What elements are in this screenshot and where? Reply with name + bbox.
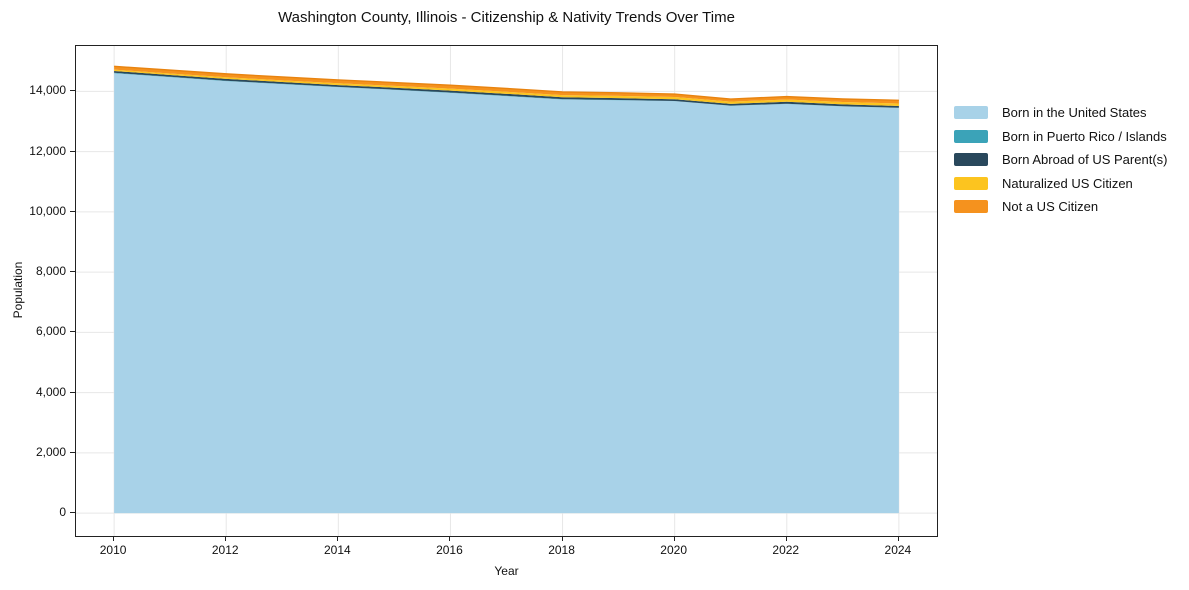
legend-swatch xyxy=(954,106,988,119)
legend-label: Not a US Citizen xyxy=(1002,199,1099,214)
legend-swatch xyxy=(954,176,988,190)
y-tick-label: 8,000 xyxy=(35,264,66,279)
x-tick-label: 2012 xyxy=(211,543,239,557)
x-tick-mark xyxy=(225,536,227,541)
y-tick-mark xyxy=(70,512,75,514)
x-tick-mark xyxy=(561,536,563,541)
legend-item: Naturalized US Citizen xyxy=(954,175,1167,192)
legend-label: Born Abroad of US Parent(s) xyxy=(1002,152,1168,167)
x-tick-label: 2022 xyxy=(772,543,800,557)
x-tick-label: 2016 xyxy=(436,543,463,557)
legend-swatch xyxy=(954,200,988,213)
area-born-abroad-of-us-parent-s xyxy=(114,71,899,108)
x-tick-label: 2020 xyxy=(660,543,687,557)
x-tick-mark xyxy=(897,536,899,541)
area-not-a-us-citizen xyxy=(114,66,899,104)
legend-swatch xyxy=(954,153,988,166)
chart-title: Washington County, Illinois - Citizenshi… xyxy=(278,9,735,26)
y-tick-label: 12,000 xyxy=(29,143,66,158)
y-tick-mark xyxy=(70,451,75,453)
y-tick-label: 14,000 xyxy=(29,83,66,98)
y-tick-mark xyxy=(70,150,75,152)
legend-label: Naturalized US Citizen xyxy=(1002,175,1133,191)
legend-label: Born in Puerto Rico / Islands xyxy=(1002,128,1167,144)
y-tick-mark xyxy=(70,210,75,212)
x-tick-label: 2014 xyxy=(323,543,351,557)
stack-top-edge xyxy=(114,65,899,101)
y-tick-mark xyxy=(70,331,75,333)
y-tick-label: 4,000 xyxy=(35,384,66,399)
y-tick-label: 0 xyxy=(59,505,66,520)
y-tick-label: 2,000 xyxy=(35,444,66,459)
x-tick-mark xyxy=(113,536,115,541)
legend-label: Born in the United States xyxy=(1002,105,1147,120)
y-tick-label: 6,000 xyxy=(35,324,66,339)
area-naturalized-us-citizen xyxy=(114,69,899,106)
x-axis-title: Year xyxy=(494,564,519,578)
legend-item: Born in the United States xyxy=(954,104,1167,121)
x-tick-label: 2024 xyxy=(884,543,912,557)
x-tick-label: 2010 xyxy=(99,543,127,557)
plot-area xyxy=(75,45,938,537)
x-tick-mark xyxy=(449,536,451,541)
y-tick-label: 10,000 xyxy=(29,203,66,218)
y-tick-mark xyxy=(70,271,75,273)
legend: Born in the United States Born in Puerto … xyxy=(954,104,1167,222)
legend-item: Not a US Citizen xyxy=(954,198,1167,215)
stacked-area-chart xyxy=(76,46,937,536)
x-tick-label: 2018 xyxy=(548,543,575,557)
legend-swatch xyxy=(954,129,988,143)
x-tick-mark xyxy=(785,536,787,541)
legend-item: Born Abroad of US Parent(s) xyxy=(954,151,1167,168)
x-tick-mark xyxy=(337,536,339,541)
area-born-in-the-united-states xyxy=(114,73,899,514)
x-tick-mark xyxy=(673,536,675,541)
legend-item: Born in Puerto Rico / Islands xyxy=(954,128,1167,145)
y-tick-mark xyxy=(70,391,75,393)
y-tick-mark xyxy=(70,90,75,92)
